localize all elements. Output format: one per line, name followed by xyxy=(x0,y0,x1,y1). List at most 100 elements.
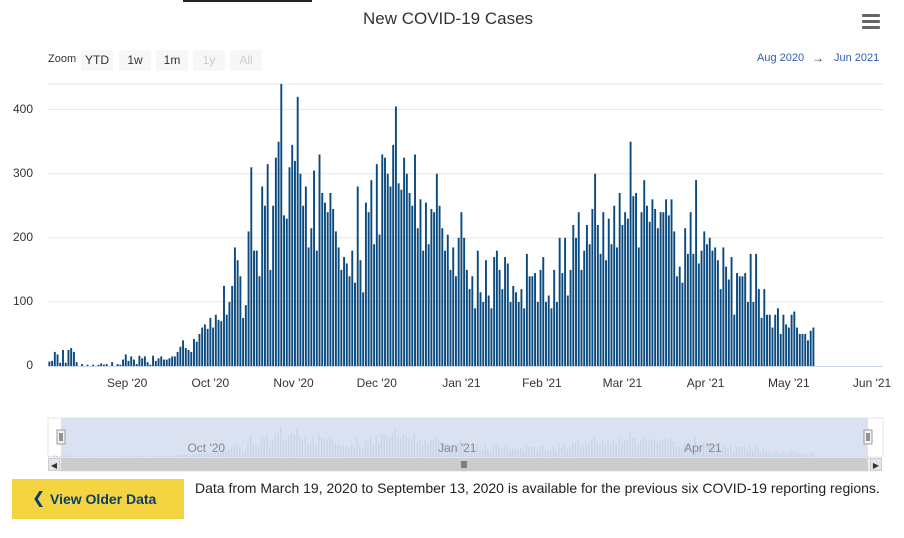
bar[interactable] xyxy=(517,301,520,366)
bar[interactable] xyxy=(414,154,416,367)
bar[interactable] xyxy=(509,301,512,366)
bar[interactable] xyxy=(261,186,264,366)
bar[interactable] xyxy=(236,260,239,366)
bar[interactable] xyxy=(405,173,408,366)
bar[interactable] xyxy=(334,231,337,366)
bar[interactable] xyxy=(212,327,215,366)
bar[interactable] xyxy=(689,212,692,366)
bar[interactable] xyxy=(253,250,255,366)
bar[interactable] xyxy=(239,276,242,366)
bar[interactable] xyxy=(768,314,771,366)
bar[interactable] xyxy=(605,260,607,366)
bar[interactable] xyxy=(561,273,564,366)
bar[interactable] xyxy=(438,205,441,366)
bar[interactable] xyxy=(272,205,275,366)
bar[interactable] xyxy=(165,359,168,366)
bar[interactable] xyxy=(86,364,89,366)
bar[interactable] xyxy=(217,319,220,366)
bar[interactable] xyxy=(370,180,373,366)
bar[interactable] xyxy=(133,359,135,366)
bar[interactable] xyxy=(348,276,351,366)
bar[interactable] xyxy=(640,212,643,366)
bar[interactable] xyxy=(684,228,687,366)
bar[interactable] xyxy=(152,355,155,366)
bar[interactable] xyxy=(70,348,73,366)
bar[interactable] xyxy=(618,192,621,366)
bar[interactable] xyxy=(209,317,212,366)
bar[interactable] xyxy=(809,330,812,366)
bar[interactable] xyxy=(648,221,651,366)
bar[interactable] xyxy=(424,202,427,366)
bar[interactable] xyxy=(255,250,258,366)
bar[interactable] xyxy=(766,314,768,366)
bar[interactable] xyxy=(585,225,588,366)
bar[interactable] xyxy=(635,192,637,366)
bar[interactable] xyxy=(430,208,433,366)
bar[interactable] xyxy=(163,359,165,366)
bar[interactable] xyxy=(716,260,719,366)
bar[interactable] xyxy=(575,237,577,366)
bar[interactable] xyxy=(102,364,105,366)
bar[interactable] xyxy=(67,349,70,366)
bar[interactable] xyxy=(285,218,288,366)
bar[interactable] xyxy=(550,308,553,366)
bar[interactable] xyxy=(168,358,171,366)
bar[interactable] xyxy=(100,363,103,366)
bar[interactable] xyxy=(250,167,253,366)
bar[interactable] xyxy=(643,180,646,366)
bar[interactable] xyxy=(184,348,187,366)
bar[interactable] xyxy=(201,327,204,366)
bar[interactable] xyxy=(157,358,160,366)
bar[interactable] xyxy=(547,295,550,367)
bar[interactable] xyxy=(233,247,236,366)
bar[interactable] xyxy=(416,228,419,366)
bar[interactable] xyxy=(435,173,438,366)
bar[interactable] xyxy=(569,269,572,366)
bar[interactable] xyxy=(291,144,294,366)
bar[interactable] xyxy=(812,327,815,366)
bar[interactable] xyxy=(187,349,190,366)
bar[interactable] xyxy=(741,276,744,366)
bar[interactable] xyxy=(654,208,657,366)
bar[interactable] xyxy=(594,173,597,366)
bar[interactable] xyxy=(130,356,133,366)
bar[interactable] xyxy=(362,292,365,366)
bar[interactable] xyxy=(307,247,310,366)
bar[interactable] xyxy=(138,355,141,366)
zoom-all-button[interactable]: All xyxy=(230,50,262,71)
view-older-data-button[interactable]: ❮ View Older Data xyxy=(12,479,184,519)
bar[interactable] xyxy=(277,141,280,366)
bar[interactable] xyxy=(444,250,446,366)
bar[interactable] xyxy=(302,205,305,366)
bar[interactable] xyxy=(220,321,223,366)
bar[interactable] xyxy=(676,276,678,366)
bar[interactable] xyxy=(182,340,185,366)
bar[interactable] xyxy=(403,157,406,366)
bar[interactable] xyxy=(621,225,624,366)
bar[interactable] xyxy=(504,257,507,366)
bar[interactable] xyxy=(793,311,796,366)
bar[interactable] xyxy=(294,160,296,366)
bar[interactable] xyxy=(310,228,313,366)
bar[interactable] xyxy=(119,364,122,366)
bar[interactable] xyxy=(337,247,340,366)
bar[interactable] xyxy=(214,314,217,366)
bar[interactable] xyxy=(485,260,487,366)
bar[interactable] xyxy=(318,154,321,367)
bar[interactable] xyxy=(555,301,558,366)
bar[interactable] xyxy=(782,314,785,366)
bar[interactable] xyxy=(542,257,545,366)
bar[interactable] xyxy=(670,199,673,366)
scrollbar-left-arrow[interactable]: ◀ xyxy=(48,458,60,471)
bar[interactable] xyxy=(760,317,763,366)
bar[interactable] xyxy=(321,192,324,366)
bar[interactable] xyxy=(490,308,493,366)
bar[interactable] xyxy=(124,354,127,366)
bar[interactable] xyxy=(460,212,463,366)
bar[interactable] xyxy=(719,289,722,366)
bar[interactable] xyxy=(59,362,62,366)
bar[interactable] xyxy=(359,260,362,366)
bar[interactable] xyxy=(662,212,665,366)
bar[interactable] xyxy=(659,212,662,366)
bar[interactable] xyxy=(53,351,56,366)
